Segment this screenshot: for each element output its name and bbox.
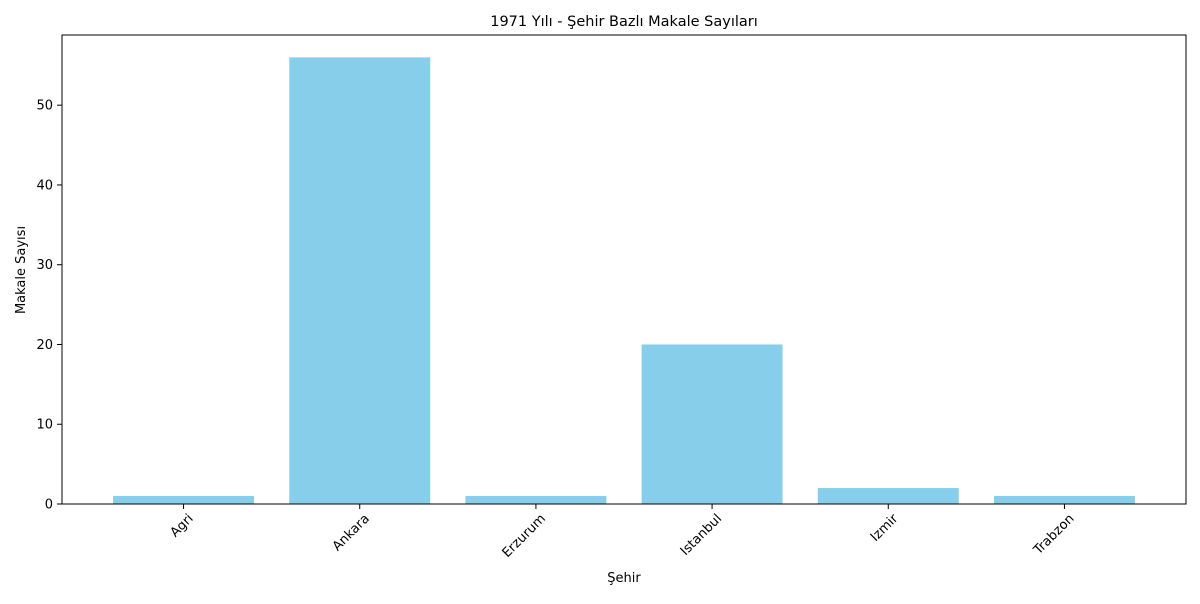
x-tick-label: Izmir <box>868 511 902 545</box>
chart-title: 1971 Yılı - Şehir Bazlı Makale Sayıları <box>490 14 758 30</box>
x-tick-label: Agri <box>168 511 197 540</box>
y-tick-label: 40 <box>36 178 53 193</box>
x-tick-label: Istanbul <box>678 511 725 558</box>
bar-istanbul <box>641 344 783 504</box>
bar-trabzon <box>993 496 1135 504</box>
x-axis: Agri Ankara Erzurum Istanbul Izmir Trabzon <box>168 504 1077 561</box>
y-tick-label: 20 <box>36 338 53 353</box>
bar-izmir <box>817 488 959 504</box>
y-axis: 0 10 20 30 40 50 <box>36 99 62 513</box>
x-tick-label: Trabzon <box>1030 511 1077 558</box>
plot-frame <box>61 34 1187 505</box>
y-tick-label: 30 <box>36 258 53 273</box>
y-tick-label: 50 <box>36 99 53 114</box>
x-tick-label: Ankara <box>330 511 373 554</box>
bar-ankara <box>289 57 431 504</box>
y-tick-label: 0 <box>45 498 53 513</box>
x-tick-label: Erzurum <box>500 511 549 560</box>
bar-agri <box>113 496 255 504</box>
bar-erzurum <box>465 496 607 504</box>
bars-group <box>113 57 1135 504</box>
y-tick-label: 10 <box>36 418 53 433</box>
y-axis-label: Makale Sayısı <box>14 226 29 314</box>
x-axis-label: Şehir <box>607 571 641 586</box>
